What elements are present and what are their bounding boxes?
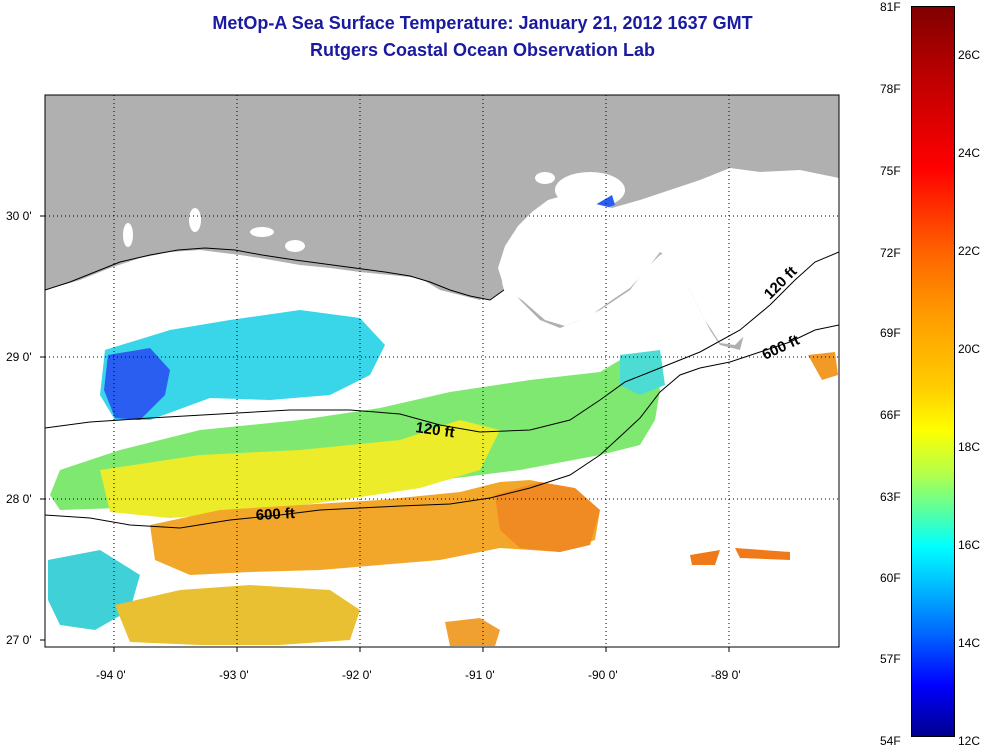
contour-label-600ft-center: 600 ft <box>255 505 295 524</box>
lake-grand <box>285 240 305 252</box>
colorbar-c-label: 12C <box>958 734 981 748</box>
colorbar-c-label: 14C <box>958 636 981 650</box>
sst-patch-cold-blue <box>104 348 170 420</box>
map-frame <box>44 94 840 648</box>
sst-patch-cool-northwest <box>100 310 385 420</box>
colorbar-c-label: 22C <box>958 244 981 258</box>
colorbar-f-label: 60F <box>880 571 901 585</box>
lon-label: -94 0' <box>96 668 126 682</box>
lake-white <box>250 227 274 237</box>
colorbar-f-label: 78F <box>880 82 901 96</box>
map-subtitle: Rutgers Coastal Ocean Observation Lab <box>309 40 656 60</box>
lon-label: -93 0' <box>219 668 249 682</box>
sst-patch-far-south <box>445 618 500 646</box>
map-title: MetOp-A Sea Surface Temperature: January… <box>212 13 753 33</box>
tick-marks <box>40 215 730 652</box>
sst-patch-east-small-1 <box>690 550 720 565</box>
lon-label: -91 0' <box>465 668 495 682</box>
graticule <box>45 95 839 647</box>
colorbar-c-label: 20C <box>958 342 981 356</box>
lon-label: -92 0' <box>342 668 372 682</box>
colorbar-c-label: 16C <box>958 538 981 552</box>
contour-label-120ft-center: 120 ft <box>414 419 455 441</box>
colorbar-f-label: 66F <box>880 408 901 422</box>
colorbar-f-label: 57F <box>880 652 901 666</box>
sst-patch-cool-southwest <box>48 550 140 630</box>
lake-sabine <box>123 223 133 247</box>
lat-label: 28 0' <box>6 492 32 506</box>
sst-patch-delta-cool <box>620 350 665 395</box>
sst-patch-east-small-2 <box>735 548 790 560</box>
contour-120ft <box>45 251 839 433</box>
sst-patch-east-edge <box>808 352 838 380</box>
lat-label: 30 0' <box>6 209 32 223</box>
lake-small <box>535 172 555 184</box>
land-polygon <box>45 95 839 300</box>
colorbar-f-label: 69F <box>880 326 901 340</box>
colorbar-f-label: 75F <box>880 164 901 178</box>
sst-patch-yellow-band <box>100 420 500 518</box>
colorbar-f-label: 81F <box>880 0 901 14</box>
coastline <box>45 247 505 301</box>
colorbar-f-label: 72F <box>880 246 901 260</box>
contour-600ft <box>45 324 839 529</box>
lon-label: -90 0' <box>588 668 618 682</box>
delta-shelf <box>498 168 839 345</box>
lat-label: 27 0' <box>6 633 32 647</box>
sst-patch-warm-central <box>150 480 600 575</box>
colorbar-c-label: 18C <box>958 440 981 454</box>
colorbar-f-label: 63F <box>880 490 901 504</box>
lat-label: 29 0' <box>6 350 32 364</box>
colorbar-f-label: 54F <box>880 734 901 748</box>
color-scale-bar <box>911 6 955 737</box>
colorbar-c-label: 26C <box>958 48 981 62</box>
lake-calcasieu <box>189 208 201 232</box>
colorbar-c-label: 24C <box>958 146 981 160</box>
lon-label: -89 0' <box>711 668 741 682</box>
